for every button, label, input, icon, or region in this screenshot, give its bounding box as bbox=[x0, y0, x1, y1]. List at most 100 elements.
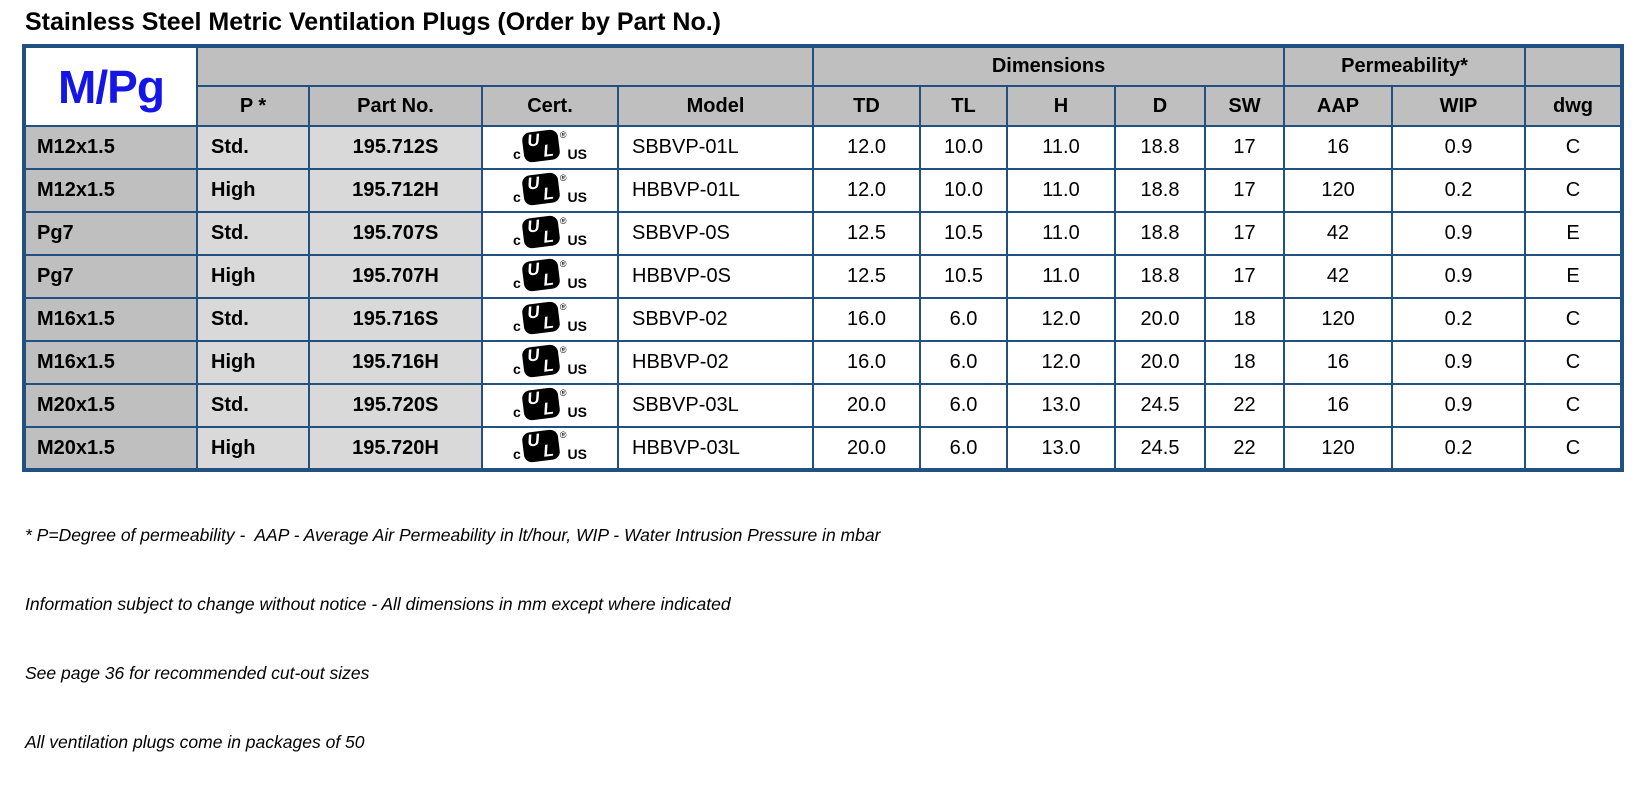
ventilation-plugs-table: M/Pg Dimensions Permeability* P * Part N… bbox=[22, 44, 1625, 472]
cell-cert: c U L ® US bbox=[481, 383, 619, 428]
footnote-line: Information subject to change without no… bbox=[25, 594, 731, 614]
cell-h: 11.0 bbox=[1006, 125, 1116, 170]
cell-dwg: E bbox=[1524, 211, 1624, 256]
col-header-p: P * bbox=[196, 85, 310, 127]
cell-tl: 10.5 bbox=[919, 211, 1008, 256]
cell-dwg: E bbox=[1524, 254, 1624, 299]
cell-part-no: 195.707S bbox=[308, 211, 483, 256]
header-group-dimensions: Dimensions bbox=[811, 45, 1286, 87]
cell-thread-size: M20x1.5 bbox=[23, 426, 198, 471]
cell-aap: 120 bbox=[1283, 426, 1394, 471]
header-group-permeability: Permeability* bbox=[1283, 45, 1527, 87]
cell-td: 12.0 bbox=[812, 125, 921, 170]
cell-d: 18.8 bbox=[1114, 125, 1206, 170]
ul-mark-c: c bbox=[513, 274, 521, 291]
cell-h: 11.0 bbox=[1006, 254, 1116, 299]
cell-h: 11.0 bbox=[1006, 211, 1116, 256]
cell-wip: 0.2 bbox=[1391, 297, 1527, 342]
cell-aap: 16 bbox=[1283, 340, 1394, 385]
cell-dwg: C bbox=[1524, 168, 1624, 213]
registered-trademark-icon: ® bbox=[559, 215, 567, 226]
cULus-certification-icon: c U L ® US bbox=[484, 429, 616, 465]
col-header-cert: Cert. bbox=[481, 85, 619, 127]
cell-aap: 42 bbox=[1283, 211, 1394, 256]
header-blank-left bbox=[196, 45, 814, 87]
ul-mark-c: c bbox=[513, 403, 521, 420]
cell-d: 20.0 bbox=[1114, 340, 1206, 385]
corner-label-m-pg: M/Pg bbox=[23, 45, 198, 127]
cell-model: SBBVP-0S bbox=[617, 211, 814, 256]
cell-td: 20.0 bbox=[812, 426, 921, 471]
ul-mark-c: c bbox=[513, 145, 521, 162]
table-row: M16x1.5 High 195.716H c U L ® US HBBVP-02 16.0 6.0… bbox=[23, 340, 1624, 385]
cell-h: 13.0 bbox=[1006, 426, 1116, 471]
cell-tl: 6.0 bbox=[919, 383, 1008, 428]
cell-sw: 17 bbox=[1203, 125, 1286, 170]
cell-thread-size: Pg7 bbox=[23, 211, 198, 256]
cell-aap: 120 bbox=[1283, 297, 1394, 342]
col-header-part-no: Part No. bbox=[308, 85, 483, 127]
col-header-d: D bbox=[1114, 85, 1206, 127]
cell-h: 11.0 bbox=[1006, 168, 1116, 213]
cULus-certification-icon: c U L ® US bbox=[484, 343, 616, 380]
cell-part-no: 195.720H bbox=[308, 426, 483, 471]
cell-permeability-degree: High bbox=[196, 168, 310, 213]
ul-mark-c: c bbox=[513, 188, 521, 205]
cell-tl: 6.0 bbox=[919, 340, 1008, 385]
cell-part-no: 195.712H bbox=[308, 168, 483, 213]
cell-permeability-degree: Std. bbox=[196, 211, 310, 256]
cell-td: 16.0 bbox=[812, 340, 921, 385]
cell-dwg: C bbox=[1524, 125, 1624, 170]
ul-mark-c: c bbox=[513, 360, 521, 377]
cell-part-no: 195.712S bbox=[308, 125, 483, 170]
cell-model: SBBVP-02 bbox=[617, 297, 814, 342]
cell-dwg: C bbox=[1524, 383, 1624, 428]
cell-cert: c U L ® US bbox=[481, 297, 619, 342]
cell-sw: 17 bbox=[1203, 168, 1286, 213]
cell-permeability-degree: Std. bbox=[196, 297, 310, 342]
col-header-wip: WIP bbox=[1391, 85, 1527, 127]
cULus-certification-icon: c U L ® US bbox=[484, 128, 616, 165]
cell-permeability-degree: Std. bbox=[196, 383, 310, 428]
table-row: M12x1.5 High 195.712H c U L ® US HBBVP-01L 12.0 10… bbox=[23, 168, 1624, 213]
cULus-certification-icon: c U L ® US bbox=[484, 171, 616, 208]
footnote-line: All ventilation plugs come in packages o… bbox=[25, 732, 365, 752]
ul-mark-us: US bbox=[567, 274, 587, 291]
table-row: Pg7 Std. 195.707S c U L ® US SBBVP-0S 12.5 10.5 11.… bbox=[23, 211, 1624, 256]
footnote-line: * P=Degree of permeability - AAP - Avera… bbox=[25, 525, 881, 545]
ul-mark-us: US bbox=[567, 360, 587, 377]
col-header-td: TD bbox=[812, 85, 921, 127]
header-group-row: M/Pg Dimensions Permeability* bbox=[23, 45, 1624, 127]
cell-sw: 17 bbox=[1203, 211, 1286, 256]
cell-cert: c U L ® US bbox=[481, 168, 619, 213]
cell-tl: 10.5 bbox=[919, 254, 1008, 299]
cell-d: 18.8 bbox=[1114, 168, 1206, 213]
cell-td: 20.0 bbox=[812, 383, 921, 428]
cell-cert: c U L ® US bbox=[481, 426, 619, 471]
cell-td: 12.5 bbox=[812, 254, 921, 299]
ul-mark-c: c bbox=[513, 446, 521, 462]
cell-tl: 10.0 bbox=[919, 168, 1008, 213]
footnotes: * P=Degree of permeability - AAP - Avera… bbox=[25, 478, 1645, 800]
registered-trademark-icon: ® bbox=[559, 258, 567, 269]
registered-trademark-icon: ® bbox=[559, 430, 567, 440]
header-columns-row: P * Part No. Cert. Model TD TL H D SW AA… bbox=[24, 85, 1624, 127]
cell-cert: c U L ® US bbox=[481, 211, 619, 256]
cell-thread-size: M12x1.5 bbox=[23, 125, 198, 170]
registered-trademark-icon: ® bbox=[559, 129, 567, 140]
cell-permeability-degree: Std. bbox=[196, 125, 310, 170]
cell-cert: c U L ® US bbox=[481, 340, 619, 385]
cell-permeability-degree: High bbox=[196, 340, 310, 385]
cell-thread-size: M16x1.5 bbox=[23, 340, 198, 385]
cell-tl: 10.0 bbox=[919, 125, 1008, 170]
cell-model: SBBVP-03L bbox=[617, 383, 814, 428]
cell-wip: 0.9 bbox=[1391, 383, 1527, 428]
footnote-line: See page 36 for recommended cut-out size… bbox=[25, 663, 370, 683]
registered-trademark-icon: ® bbox=[559, 387, 567, 398]
table-body: M12x1.5 Std. 195.712S c U L ® US SBBVP-01L 12.0 10… bbox=[23, 125, 1624, 471]
ul-mark-us: US bbox=[567, 231, 587, 248]
